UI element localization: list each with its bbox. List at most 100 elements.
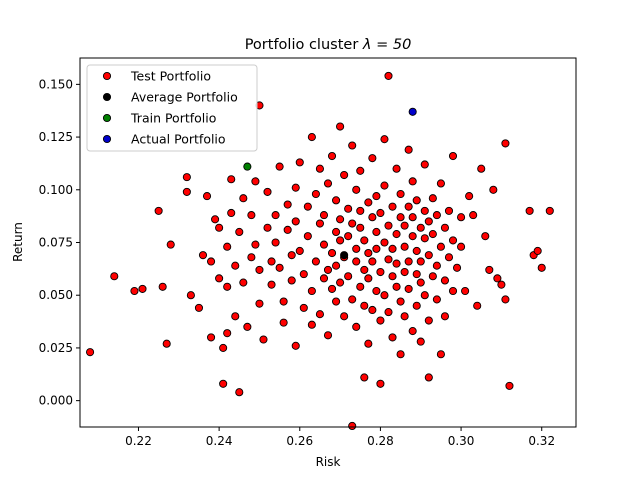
data-point — [315, 164, 324, 173]
data-point — [303, 232, 312, 241]
data-point — [295, 158, 304, 167]
data-point — [352, 257, 361, 266]
data-point — [348, 421, 357, 431]
data-point — [400, 221, 409, 230]
data-point — [485, 265, 494, 274]
data-point — [299, 270, 308, 279]
data-point — [396, 189, 405, 199]
data-point — [235, 388, 244, 397]
data-point — [376, 267, 385, 277]
data-point — [283, 225, 292, 234]
data-point — [376, 208, 385, 218]
data-point — [533, 246, 542, 255]
data-point — [368, 257, 377, 266]
data-point — [340, 312, 349, 321]
data-point — [420, 206, 429, 215]
legend-label: Test Portfolio — [130, 69, 211, 84]
data-point — [404, 257, 413, 266]
data-point — [424, 251, 433, 260]
data-point — [275, 162, 284, 171]
data-point — [291, 183, 300, 192]
data-point — [448, 151, 458, 161]
data-point — [255, 265, 264, 274]
data-point — [207, 257, 216, 266]
data-point — [380, 181, 389, 190]
data-point — [396, 213, 405, 222]
data-point — [291, 217, 300, 226]
data-point — [255, 299, 264, 308]
data-point — [505, 381, 514, 390]
series-3 — [408, 107, 417, 116]
legend: Test Portfolio Average Portfolio Train Por… — [86, 64, 258, 152]
data-point — [444, 206, 454, 215]
data-point — [364, 339, 373, 348]
data-point — [158, 282, 167, 291]
data-point — [412, 196, 421, 205]
data-point — [436, 242, 445, 251]
data-point — [469, 211, 478, 220]
data-point — [408, 177, 417, 186]
data-point — [444, 253, 454, 262]
data-point — [287, 251, 296, 260]
data-point — [332, 261, 341, 270]
data-point — [307, 133, 316, 142]
data-point — [223, 282, 232, 291]
data-point — [436, 179, 445, 188]
data-point — [110, 272, 119, 281]
data-point — [461, 286, 470, 296]
data-point — [432, 211, 441, 220]
data-point — [223, 329, 232, 338]
data-point — [501, 139, 510, 148]
data-point — [416, 278, 425, 287]
data-point — [243, 162, 252, 171]
data-point — [368, 154, 377, 163]
data-point — [489, 185, 498, 194]
data-point — [336, 215, 345, 224]
y-tick-label: 0.075 — [39, 236, 73, 250]
data-point — [227, 175, 236, 184]
data-point — [457, 242, 466, 251]
data-point — [360, 265, 369, 274]
data-point — [408, 107, 417, 116]
data-point — [231, 312, 240, 321]
x-axis: 0.22 0.24 0.26 0.28 0.30 0.32 — [125, 427, 555, 448]
data-point — [497, 280, 506, 289]
data-point — [319, 240, 329, 249]
data-point — [311, 257, 320, 266]
data-point — [376, 379, 385, 388]
data-point — [352, 244, 361, 253]
data-point — [327, 151, 337, 161]
data-point — [404, 284, 413, 293]
data-point — [231, 261, 240, 270]
data-point — [412, 270, 421, 279]
data-point — [299, 303, 308, 312]
data-point — [336, 278, 345, 287]
data-point — [400, 312, 409, 321]
data-point — [275, 263, 284, 272]
data-point — [465, 192, 474, 201]
data-point — [259, 335, 268, 344]
series-2 — [243, 162, 252, 171]
data-point — [186, 291, 195, 300]
data-point — [372, 192, 381, 201]
y-axis-label: Return — [11, 222, 25, 262]
legend-marker — [102, 71, 112, 81]
data-point — [267, 280, 276, 289]
data-point — [198, 251, 208, 260]
y-axis: 0.000 0.025 0.050 0.075 0.100 0.125 0.150 — [39, 77, 80, 408]
data-point — [332, 297, 341, 306]
data-point — [372, 286, 381, 296]
data-point — [440, 276, 449, 285]
x-axis-label: Risk — [316, 455, 341, 469]
data-point — [215, 223, 224, 232]
x-tick-label: 0.26 — [286, 434, 313, 448]
data-point — [271, 211, 280, 220]
data-point — [501, 295, 510, 304]
chart-title: Portfolio cluster λ = 50 — [245, 37, 412, 53]
data-point — [388, 244, 397, 253]
data-point — [356, 282, 365, 291]
data-point — [182, 187, 191, 196]
x-tick-label: 0.22 — [125, 434, 152, 448]
legend-marker — [102, 113, 112, 123]
data-point — [323, 331, 333, 340]
